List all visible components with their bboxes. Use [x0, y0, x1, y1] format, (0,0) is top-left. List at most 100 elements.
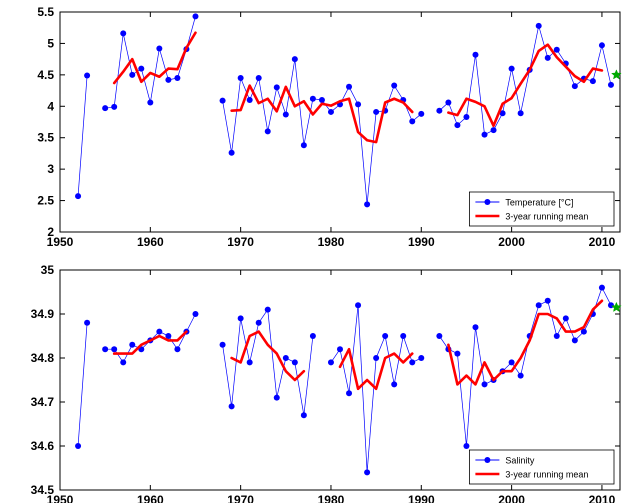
series-marker: [111, 346, 117, 352]
chart-container: 22.533.544.555.5195019601970198019902000…: [0, 0, 640, 503]
legend: Temperature [°C]3-year running mean: [469, 192, 614, 226]
series-marker: [472, 52, 478, 58]
series-marker: [111, 104, 117, 110]
series-marker: [247, 97, 253, 103]
series-marker: [156, 329, 162, 335]
xtick-label: 1960: [137, 493, 164, 503]
series-marker: [310, 96, 316, 102]
series-marker: [554, 333, 560, 339]
series-marker: [75, 193, 81, 199]
series-marker: [238, 315, 244, 321]
series-marker: [301, 412, 307, 418]
series-marker: [265, 128, 271, 134]
series-marker: [328, 109, 334, 115]
ytick-label: 3.5: [37, 131, 54, 145]
legend-label: Salinity: [505, 456, 535, 466]
series-marker: [518, 110, 524, 116]
series-marker: [482, 381, 488, 387]
series-marker: [147, 100, 153, 106]
series-marker: [247, 359, 253, 365]
series-marker: [283, 355, 289, 361]
series-marker: [463, 443, 469, 449]
series-marker: [346, 84, 352, 90]
series-marker: [301, 142, 307, 148]
legend-label: 3-year running mean: [505, 212, 588, 222]
xtick-label: 1980: [318, 235, 345, 249]
xtick-label: 1950: [47, 493, 74, 503]
series-marker: [599, 42, 605, 48]
xtick-label: 2010: [589, 235, 616, 249]
series-marker: [545, 55, 551, 61]
series-marker: [156, 45, 162, 51]
series-marker: [518, 373, 524, 379]
ytick-label: 5.5: [37, 5, 54, 19]
series-marker: [220, 342, 226, 348]
series-marker: [256, 320, 262, 326]
xtick-label: 1990: [408, 493, 435, 503]
series-marker: [310, 333, 316, 339]
legend-label: 3-year running mean: [505, 470, 588, 480]
series-marker: [409, 118, 415, 124]
ytick-label: 4: [47, 99, 54, 113]
xtick-label: 1960: [137, 235, 164, 249]
series-marker: [355, 302, 361, 308]
series-marker: [138, 66, 144, 72]
series-marker: [509, 66, 515, 72]
series-marker: [536, 302, 542, 308]
ytick-label: 4.5: [37, 68, 54, 82]
series-marker: [400, 333, 406, 339]
series-marker: [174, 346, 180, 352]
xtick-label: 1970: [227, 235, 254, 249]
series-marker: [563, 315, 569, 321]
series-marker: [265, 307, 271, 313]
series-marker: [75, 443, 81, 449]
series-marker: [229, 403, 235, 409]
series-marker: [454, 122, 460, 128]
series-marker: [545, 298, 551, 304]
series-marker: [229, 150, 235, 156]
series-marker: [337, 346, 343, 352]
xtick-label: 1970: [227, 493, 254, 503]
series-marker: [165, 77, 171, 83]
legend-swatch-marker: [484, 199, 490, 205]
legend: Salinity 3-year running mean: [469, 450, 614, 484]
series-marker: [554, 47, 560, 53]
legend-swatch-marker: [484, 457, 490, 463]
series-marker: [120, 30, 126, 36]
series-marker: [292, 56, 298, 62]
xtick-label: 2000: [498, 493, 525, 503]
series-marker: [102, 346, 108, 352]
xtick-label: 1990: [408, 235, 435, 249]
ytick-label: 34.6: [31, 439, 55, 453]
series-marker: [102, 105, 108, 111]
ytick-label: 34.9: [31, 307, 55, 321]
series-marker: [238, 75, 244, 81]
series-marker: [391, 381, 397, 387]
series-marker: [472, 324, 478, 330]
series-marker: [274, 84, 280, 90]
series-marker: [599, 285, 605, 291]
series-marker: [463, 114, 469, 120]
xtick-label: 2010: [589, 493, 616, 503]
series-marker: [418, 111, 424, 117]
series-marker: [445, 100, 451, 106]
xtick-label: 2000: [498, 235, 525, 249]
series-marker: [364, 201, 370, 207]
series-marker: [192, 311, 198, 317]
series-marker: [129, 342, 135, 348]
series-marker: [572, 83, 578, 89]
series-marker: [129, 72, 135, 78]
series-marker: [382, 333, 388, 339]
series-marker: [572, 337, 578, 343]
series-marker: [120, 359, 126, 365]
xtick-label: 1980: [318, 493, 345, 503]
chart-svg: 22.533.544.555.5195019601970198019902000…: [0, 0, 640, 503]
xtick-label: 1950: [47, 235, 74, 249]
series-marker: [491, 127, 497, 133]
series-marker: [364, 469, 370, 475]
series-marker: [373, 355, 379, 361]
series-marker: [192, 13, 198, 19]
series-marker: [328, 359, 334, 365]
series-marker: [346, 390, 352, 396]
series-marker: [283, 111, 289, 117]
